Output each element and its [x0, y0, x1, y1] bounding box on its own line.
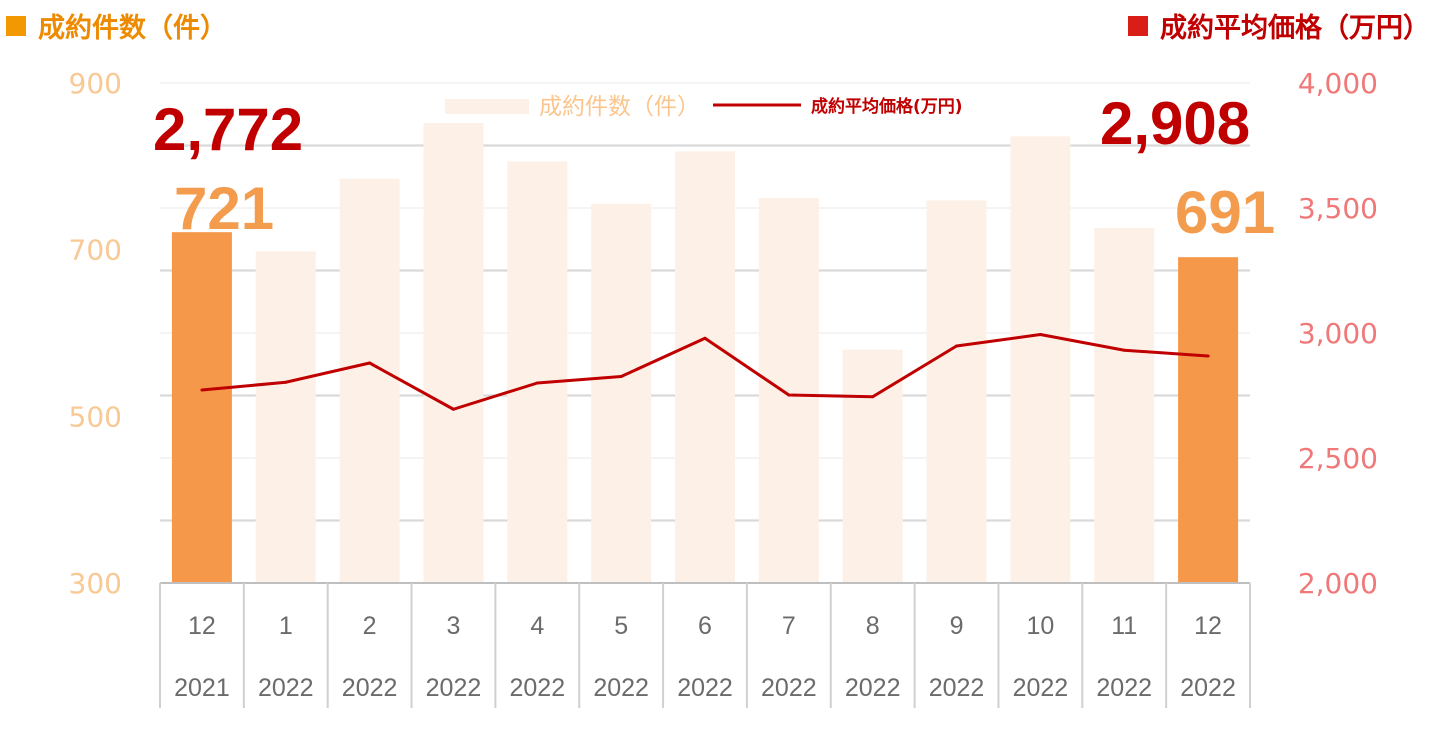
callout-first-count: 721: [174, 175, 274, 242]
x-tick-year: 2022: [845, 674, 901, 702]
line-point: [955, 344, 959, 348]
bar: [255, 251, 316, 584]
line-point: [451, 407, 455, 411]
x-tick-month: 7: [782, 612, 796, 640]
line-point: [200, 388, 204, 392]
x-tick-year: 2022: [677, 674, 733, 702]
left-axis-title: 成約件数（件）: [6, 6, 227, 45]
legend-bar-swatch: [445, 99, 529, 114]
line-point: [787, 393, 791, 397]
x-tick-month: 8: [866, 612, 880, 640]
bar: [507, 161, 568, 584]
right-y-tick: 2,500: [1298, 442, 1378, 475]
orange-square-icon: [6, 16, 26, 36]
line-point: [535, 381, 539, 385]
x-tick-year: 2022: [1013, 674, 1069, 702]
line-point: [1038, 333, 1042, 336]
x-tick-month: 10: [1026, 612, 1054, 640]
left-axis-title-text: 成約件数（件）: [38, 13, 227, 44]
x-tick-year: 2021: [174, 674, 230, 702]
line-point: [1122, 348, 1126, 352]
callouts: 2,772 721 2,908 691: [153, 90, 1275, 246]
x-tick-month: 5: [614, 612, 628, 640]
bar: [591, 203, 652, 584]
right-y-tick: 2,000: [1298, 567, 1378, 600]
x-tick-year: 2022: [426, 674, 482, 702]
left-y-axis: 300 500 700 900: [69, 67, 122, 600]
right-axis-title: 成約平均価格（万円）: [1128, 6, 1430, 45]
right-y-tick: 3,000: [1298, 317, 1378, 350]
x-tick-month: 4: [530, 612, 544, 640]
legend-bar-label: 成約件数（件）: [539, 94, 700, 120]
x-tick-month: 1: [279, 612, 293, 640]
x-tick-year: 2022: [929, 674, 985, 702]
callout-last-price: 2,908: [1100, 90, 1250, 157]
bar: [171, 232, 232, 583]
x-tick-month: 3: [447, 612, 461, 640]
line-point: [871, 395, 875, 399]
bar: [1010, 136, 1071, 584]
x-axis: 12 2021 1 2022 2 2022 3 2022 4 2022 5 2022 6 2022 7 202…: [159, 582, 1251, 708]
line-point: [368, 361, 372, 365]
bar: [675, 151, 735, 584]
line-series: [200, 333, 1210, 411]
x-tick-month: 6: [698, 612, 712, 640]
x-tick-year: 2022: [342, 674, 398, 702]
bar: [1094, 228, 1155, 583]
bar: [842, 349, 903, 583]
bar: [423, 123, 484, 583]
x-tick-year: 2022: [761, 674, 817, 702]
x-tick-year: 2022: [593, 674, 649, 702]
x-tick-month: 11: [1111, 612, 1137, 640]
line-point: [619, 375, 623, 378]
line-point: [284, 380, 288, 384]
x-tick-month: 2: [363, 612, 377, 640]
right-y-tick: 4,000: [1298, 67, 1378, 100]
bar: [926, 200, 987, 583]
callout-first-price: 2,772: [153, 96, 303, 163]
legend-line-label: 成約平均価格(万円): [811, 96, 963, 117]
right-y-tick: 3,500: [1298, 192, 1378, 225]
left-y-tick: 500: [69, 400, 122, 433]
bar: [339, 178, 400, 584]
callout-last-count: 691: [1175, 179, 1275, 246]
x-tick-year: 2022: [258, 674, 314, 702]
x-tick-year: 2022: [509, 674, 565, 702]
right-axis-title-text: 成約平均価格（万円）: [1160, 13, 1430, 44]
bar: [758, 198, 819, 583]
line-point: [703, 336, 707, 340]
x-tick-year: 2022: [1096, 674, 1152, 702]
x-tick-month: 9: [950, 612, 964, 640]
legend: 成約件数（件） 成約平均価格(万円): [445, 94, 963, 120]
bar: [1178, 257, 1239, 583]
x-tick-year: 2022: [1180, 674, 1236, 702]
bar-series: [171, 123, 1239, 584]
right-y-axis: 2,000 2,500 3,000 3,500 4,000: [1298, 67, 1378, 600]
left-y-tick: 300: [69, 567, 122, 600]
red-square-icon: [1128, 16, 1148, 36]
x-tick-month: 12: [1194, 612, 1222, 640]
x-tick-month: 12: [188, 612, 216, 640]
left-y-tick: 700: [69, 234, 122, 267]
line-point: [1206, 354, 1210, 358]
left-y-tick: 900: [69, 67, 122, 100]
